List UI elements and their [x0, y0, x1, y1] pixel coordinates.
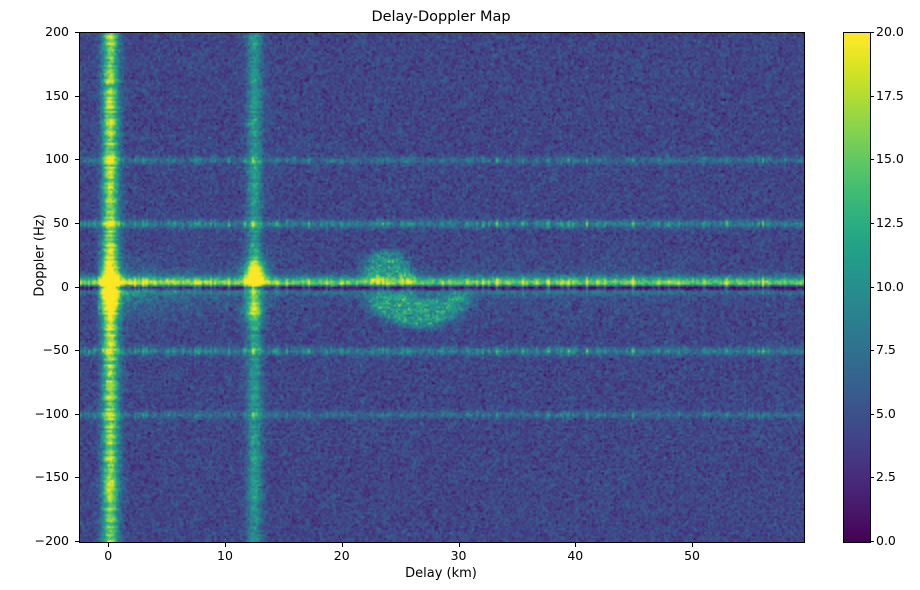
- y-tick-mark: [75, 223, 79, 224]
- x-tick-label: 40: [567, 548, 584, 563]
- colorbar-gradient: [844, 33, 870, 542]
- plot-area: [79, 32, 805, 543]
- x-axis-label: Delay (km): [405, 566, 477, 581]
- colorbar-tick-mark: [870, 159, 874, 160]
- y-tick-label: 100: [45, 151, 69, 167]
- y-axis-label: Doppler (Hz): [32, 214, 48, 297]
- y-tick-label: −100: [34, 405, 69, 421]
- x-tick-mark: [342, 543, 343, 547]
- colorbar-tick-label: 0.0: [876, 533, 896, 548]
- y-tick-mark: [75, 32, 79, 33]
- colorbar-tick-mark: [870, 477, 874, 478]
- colorbar-tick-label: 15.0: [876, 151, 904, 167]
- y-tick-label: 150: [45, 87, 69, 103]
- colorbar-tick-mark: [870, 287, 874, 288]
- x-tick-mark: [225, 543, 226, 547]
- y-tick-label: −200: [34, 533, 69, 548]
- colorbar-tick-label: 2.5: [876, 469, 896, 485]
- y-tick-label: −150: [34, 469, 69, 485]
- y-tick-mark: [75, 477, 79, 478]
- colorbar-tick-mark: [870, 32, 874, 33]
- y-tick-label: 200: [45, 24, 69, 39]
- y-tick-label: 0: [61, 278, 69, 294]
- colorbar-tick-mark: [870, 414, 874, 415]
- colorbar-tick-mark: [870, 350, 874, 351]
- x-tick-mark: [575, 543, 576, 547]
- x-tick-mark: [459, 543, 460, 547]
- colorbar-tick-label: 10.0: [876, 278, 904, 294]
- delay-doppler-heatmap: [80, 33, 804, 542]
- y-tick-mark: [75, 414, 79, 415]
- y-tick-mark: [75, 350, 79, 351]
- x-tick-label: 0: [104, 548, 113, 563]
- x-tick-label: 10: [217, 548, 233, 563]
- y-tick-label: 50: [53, 214, 69, 230]
- x-tick-label: 30: [450, 548, 467, 563]
- y-tick-mark: [75, 159, 79, 160]
- colorbar-tick-label: 5.0: [876, 405, 896, 421]
- x-tick-label: 50: [684, 548, 701, 563]
- colorbar-tick-label: 7.5: [876, 342, 896, 358]
- x-tick-mark: [108, 543, 109, 547]
- colorbar-tick-mark: [870, 96, 874, 97]
- colorbar-tick-label: 12.5: [876, 214, 904, 230]
- y-tick-label: −50: [42, 342, 69, 358]
- y-tick-mark: [75, 541, 79, 542]
- x-tick-mark: [692, 543, 693, 547]
- x-tick-label: 20: [333, 548, 350, 563]
- page-title: Delay-Doppler Map: [371, 9, 511, 25]
- colorbar-tick-mark: [870, 541, 874, 542]
- colorbar-tick-label: 20.0: [876, 24, 904, 39]
- colorbar: [843, 32, 871, 543]
- colorbar-tick-label: 17.5: [876, 87, 904, 103]
- y-tick-mark: [75, 96, 79, 97]
- y-tick-mark: [75, 287, 79, 288]
- colorbar-tick-mark: [870, 223, 874, 224]
